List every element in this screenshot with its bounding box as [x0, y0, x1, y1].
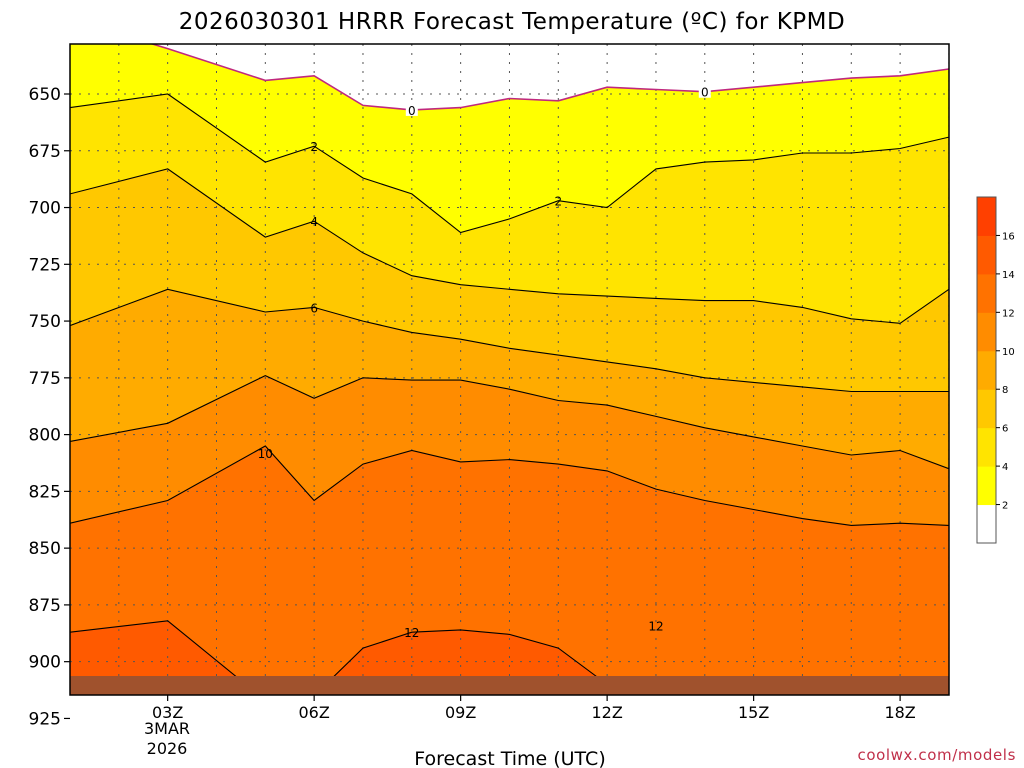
contour-line-4 [70, 168, 949, 324]
ground-surface [70, 676, 949, 695]
y-tick-label: 750 [29, 312, 61, 332]
colorbar-frame [976, 196, 997, 544]
colorbar-label: 2 [1002, 501, 1008, 512]
contour-labels: 0 0 2 2 4 6 10 12 12 12 [258, 84, 711, 726]
y-tick-label: 700 [29, 199, 61, 219]
colorbar-swatch [977, 235, 996, 275]
contour-label: 0 [701, 86, 709, 100]
colorbar-label: 6 [1002, 424, 1008, 435]
colorbar-label: 4 [1002, 462, 1008, 473]
chart-title: 2026030301 HRRR Forecast Temperature (ºC… [179, 9, 845, 35]
plot-frame [69, 43, 950, 696]
contour-line-0 [149, 44, 949, 111]
y-tick-label: 650 [29, 85, 61, 105]
colorbar-swatch [977, 197, 996, 236]
y-tick-label: 825 [29, 482, 61, 502]
contour-label: 0 [408, 104, 416, 118]
temp-band-14 [70, 691, 89, 695]
y-tick-label: 875 [29, 596, 61, 616]
contour-label: 6 [310, 301, 318, 315]
contour-label: 10 [258, 447, 273, 461]
x-tick-label: 12Z [591, 703, 622, 722]
colorbar-swatch [977, 427, 996, 467]
colorbar-swatch [977, 389, 996, 429]
contour-lines [70, 44, 949, 695]
contour-line-10 [70, 445, 949, 526]
colorbar-swatch [977, 312, 996, 352]
contour-label-bg [698, 84, 711, 98]
x-axis: 3MAR 2026 03Z 06Z 09Z 12Z 15Z 18Z [144, 695, 916, 758]
contour-line-8 [70, 374, 949, 470]
x-tick-sublabel-year: 2026 [147, 739, 188, 758]
x-tick-label: 18Z [884, 703, 915, 722]
colorbar-swatch [977, 273, 996, 313]
y-tick-label: 800 [29, 426, 61, 446]
contour-line-2 [70, 93, 949, 234]
x-tick-sublabel-date: 3MAR [144, 719, 190, 738]
colorbar-swatch [977, 466, 996, 506]
contour-label: 12 [648, 712, 663, 726]
y-tick-label: 725 [29, 255, 61, 275]
y-tick-label: 925 [29, 709, 61, 729]
plot-area: 0 0 2 2 4 6 10 12 12 12 [70, 44, 949, 726]
contour-line-6 [70, 288, 949, 393]
y-tick-label: 850 [29, 539, 61, 559]
contour-label: 2 [554, 195, 562, 209]
colorbar-label: 16 [1002, 231, 1015, 242]
contour-line-14 [70, 690, 91, 695]
credit-text: coolwx.com/models [858, 746, 1017, 764]
contour-label: 2 [310, 140, 318, 154]
x-tick-label: 15Z [738, 703, 769, 722]
x-tick-label: 06Z [298, 703, 329, 722]
y-tick-label: 775 [29, 369, 61, 389]
colorbar-label: 8 [1002, 385, 1008, 396]
x-axis-label: Forecast Time (UTC) [414, 748, 605, 768]
colorbar-label: 10 [1002, 347, 1015, 358]
contour-label: 4 [310, 215, 318, 229]
y-tick-label: 900 [29, 653, 61, 673]
contour-line-12 [70, 620, 688, 695]
x-tick-label: 09Z [445, 703, 476, 722]
colorbar-label: 14 [1002, 270, 1015, 281]
contour-label: 12 [648, 619, 663, 633]
y-axis: 650 675 700 725 750 775 800 825 850 875 900 925 [29, 85, 70, 729]
colorbar-swatch [977, 504, 996, 544]
colorbar-label: 12 [1002, 308, 1015, 319]
contour-label-bg [405, 102, 418, 116]
x-tick-label: 03Z [152, 703, 183, 722]
colorbar-swatch [977, 350, 996, 390]
contour-label: 12 [404, 626, 419, 640]
temp-band-10 [70, 446, 949, 695]
colorbar: 2 4 6 8 10 12 14 16 [976, 196, 1015, 544]
y-tick-label: 675 [29, 142, 61, 162]
